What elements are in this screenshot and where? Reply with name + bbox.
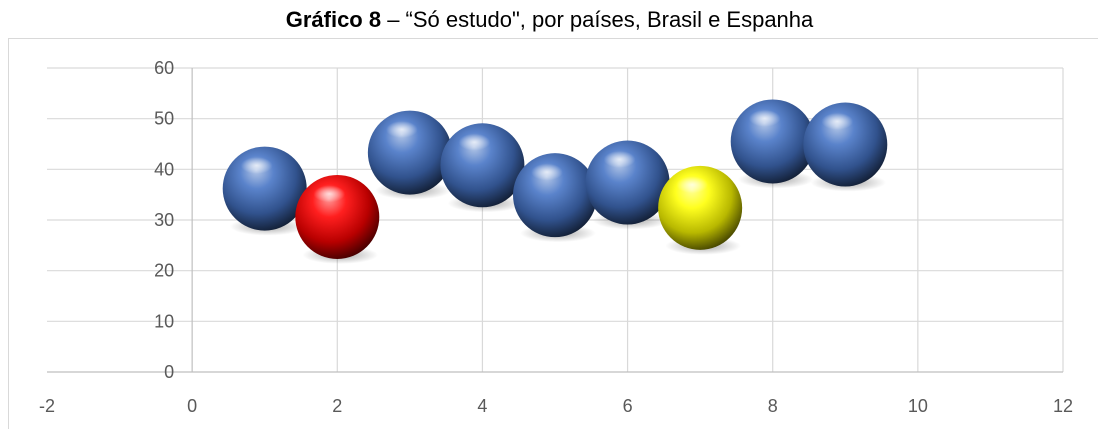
y-tick-label-6: 60 (154, 58, 174, 78)
point-highlight (385, 121, 418, 138)
data-point-2 (295, 174, 380, 264)
data-points (222, 99, 888, 264)
data-point-9 (803, 102, 888, 192)
x-tick-label-0: -2 (39, 396, 55, 416)
x-tick-label-6: 10 (908, 396, 928, 416)
y-tick-label-4: 40 (154, 159, 174, 179)
y-tick-label-1: 10 (154, 311, 174, 331)
axes (47, 68, 1063, 373)
point-highlight (313, 185, 346, 203)
chart-title: Gráfico 8 – “Só estudo", por países, Bra… (0, 2, 1099, 38)
y-tick-label-5: 50 (154, 109, 174, 129)
data-point-5 (513, 153, 597, 243)
point-highlight (240, 157, 273, 174)
x-tick-label-5: 8 (768, 396, 778, 416)
x-tick-label-7: 12 (1053, 396, 1073, 416)
data-point-1 (222, 146, 307, 236)
data-point-4 (440, 123, 525, 213)
point-highlight (676, 176, 709, 194)
data-point-8 (730, 99, 815, 189)
y-tick-label-0: 0 (164, 362, 174, 382)
data-point-7 (658, 165, 743, 255)
point-highlight (531, 163, 563, 181)
y-tick-label-3: 30 (154, 210, 174, 230)
chart-title-bold: Gráfico 8 (285, 7, 382, 32)
point-highlight (603, 151, 636, 168)
x-tick-label-3: 4 (477, 396, 487, 416)
chart-title-rest: – “Só estudo", por países, Brasil e Espa… (381, 7, 814, 32)
tick-labels: 0 10 20 30 40 50 60 -2 0 2 4 6 8 10 12 (39, 58, 1073, 416)
x-tick-label-1: 0 (187, 396, 197, 416)
x-tick-label-2: 2 (332, 396, 342, 416)
data-point-6 (585, 140, 670, 230)
data-point-3 (367, 110, 452, 200)
chart-area (8, 38, 1098, 429)
point-highlight (458, 133, 491, 151)
point-highlight (821, 113, 854, 130)
point-highlight (748, 109, 781, 127)
x-tick-label-4: 6 (623, 396, 633, 416)
y-tick-label-2: 20 (154, 261, 174, 281)
